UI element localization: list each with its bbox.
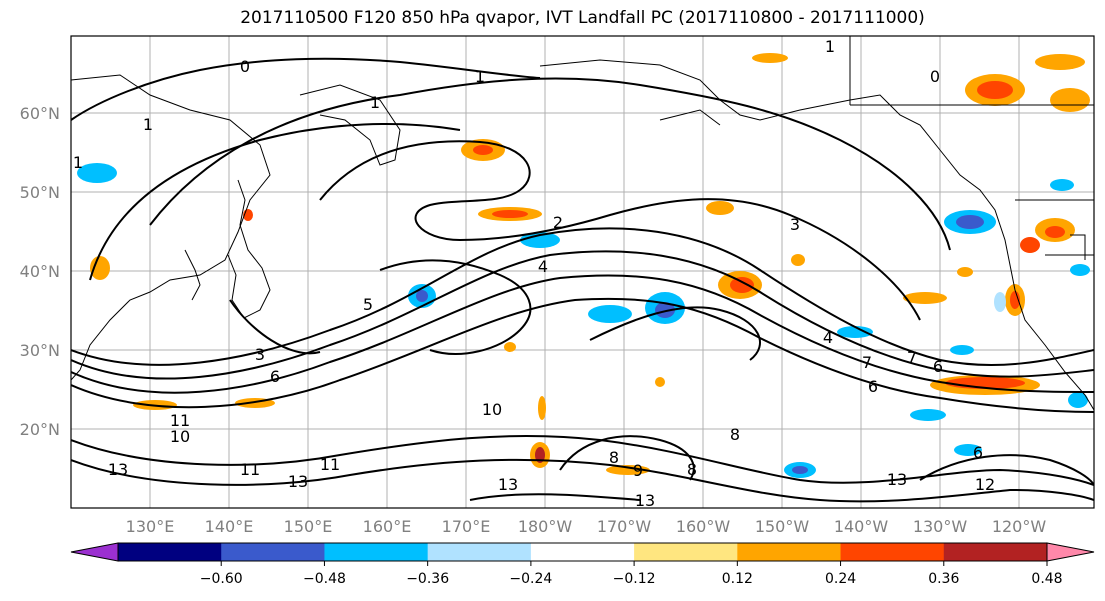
colorbar-cell	[118, 543, 222, 561]
contour-label-group: 1 1 1 1 0 0 1 2 3 4 5 3 6 7 7 6 6 6 10 1…	[73, 37, 995, 510]
lon-label: 150°W	[755, 517, 810, 536]
contour-label: 6	[868, 377, 878, 396]
colorbar-tick-label: −0.48	[303, 571, 346, 587]
colorbar-cell	[427, 543, 532, 561]
contour-label: 6	[933, 357, 943, 376]
colorbar-tick-label: 0.48	[1031, 571, 1062, 587]
latitude-labels: 20°N 30°N 40°N 50°N 60°N	[20, 104, 60, 439]
contour-label: 13	[108, 460, 128, 479]
contour-label: 8	[730, 425, 740, 444]
contour-label: 7	[907, 348, 917, 367]
colorbar-tick-label: −0.60	[200, 571, 243, 587]
colorbar-tick-label: −0.24	[509, 571, 552, 587]
contour-label: 13	[887, 470, 907, 489]
lon-label: 130°W	[913, 517, 968, 536]
lat-label-40: 40°N	[20, 262, 60, 281]
colorbar-cell	[221, 543, 325, 561]
longitude-labels: 130°E 140°E 150°E 160°E 170°E 180°W 170°…	[126, 517, 1047, 536]
contour-label: 2	[553, 213, 563, 232]
lon-label: 170°E	[442, 517, 491, 536]
colorbar-tick-label: 0.24	[825, 571, 856, 587]
map-area	[71, 36, 1094, 508]
contour-label: 4	[538, 257, 548, 276]
map-title: 2017110500 F120 850 hPa qvapor, IVT Land…	[240, 8, 925, 28]
colorbar-tick-label: 0.36	[928, 571, 959, 587]
lon-label: 140°E	[205, 517, 254, 536]
contour-lines	[71, 57, 1094, 503]
contour-label: 1	[475, 67, 485, 86]
lat-label-60: 60°N	[20, 104, 60, 123]
contour-label: 5	[363, 295, 373, 314]
lon-label: 120°W	[992, 517, 1047, 536]
contour-label: 9	[633, 461, 643, 480]
lon-label: 170°W	[597, 517, 652, 536]
lat-label-50: 50°N	[20, 183, 60, 202]
lon-label: 160°E	[363, 517, 412, 536]
colorbar-cell	[634, 543, 738, 561]
contour-label: 3	[255, 345, 265, 364]
contour-label: 8	[687, 460, 697, 479]
contour-label: 7	[862, 353, 872, 372]
contour-label: 12	[975, 475, 995, 494]
contour-label: 6	[270, 367, 280, 386]
colorbar-min-extension	[70, 542, 119, 562]
colorbar-tick-label: −0.36	[406, 571, 449, 587]
contour-label: 1	[370, 93, 380, 112]
lon-label: 140°W	[834, 517, 889, 536]
lon-label: 150°E	[284, 517, 333, 536]
contour-label: 13	[288, 472, 308, 491]
lon-label: 130°E	[126, 517, 175, 536]
colorbar-cell	[737, 543, 842, 561]
lat-label-30: 30°N	[20, 341, 60, 360]
contour-label: 10	[482, 400, 502, 419]
contour-label: 11	[320, 455, 340, 474]
map-border	[70, 35, 1095, 509]
colorbar-tick-label: −0.12	[613, 571, 656, 587]
contour-label: 10	[170, 427, 190, 446]
coastlines	[71, 36, 1094, 411]
colorbar-cell	[840, 543, 945, 561]
colorbar-cell	[530, 543, 635, 561]
contour-label: 0	[240, 57, 250, 76]
contour-label: 13	[635, 491, 655, 510]
contour-label: 1	[825, 37, 835, 56]
colorbar-tick-label: 0.12	[722, 571, 753, 587]
colorbar: −0.60 −0.48 −0.36 −0.24 −0.12 0.12 0.24 0.36 0.4…	[70, 542, 1095, 587]
colorbar-cell	[324, 543, 429, 561]
contour-label: 11	[170, 411, 190, 430]
contour-label: 8	[609, 448, 619, 467]
contour-label: 3	[790, 215, 800, 234]
lon-label: 160°W	[676, 517, 731, 536]
contour-label: 1	[143, 115, 153, 134]
contour-label: 6	[973, 443, 983, 462]
contour-label: 13	[498, 475, 518, 494]
gridlines	[71, 36, 1094, 508]
lat-label-20: 20°N	[20, 420, 60, 439]
colorbar-cell	[943, 543, 1048, 561]
contour-label: 4	[823, 328, 833, 347]
contour-label: 0	[930, 67, 940, 86]
contour-label: 1	[73, 153, 83, 172]
lon-label: 180°W	[518, 517, 573, 536]
contour-label: 11	[240, 460, 260, 479]
colorbar-max-extension	[1046, 542, 1095, 562]
